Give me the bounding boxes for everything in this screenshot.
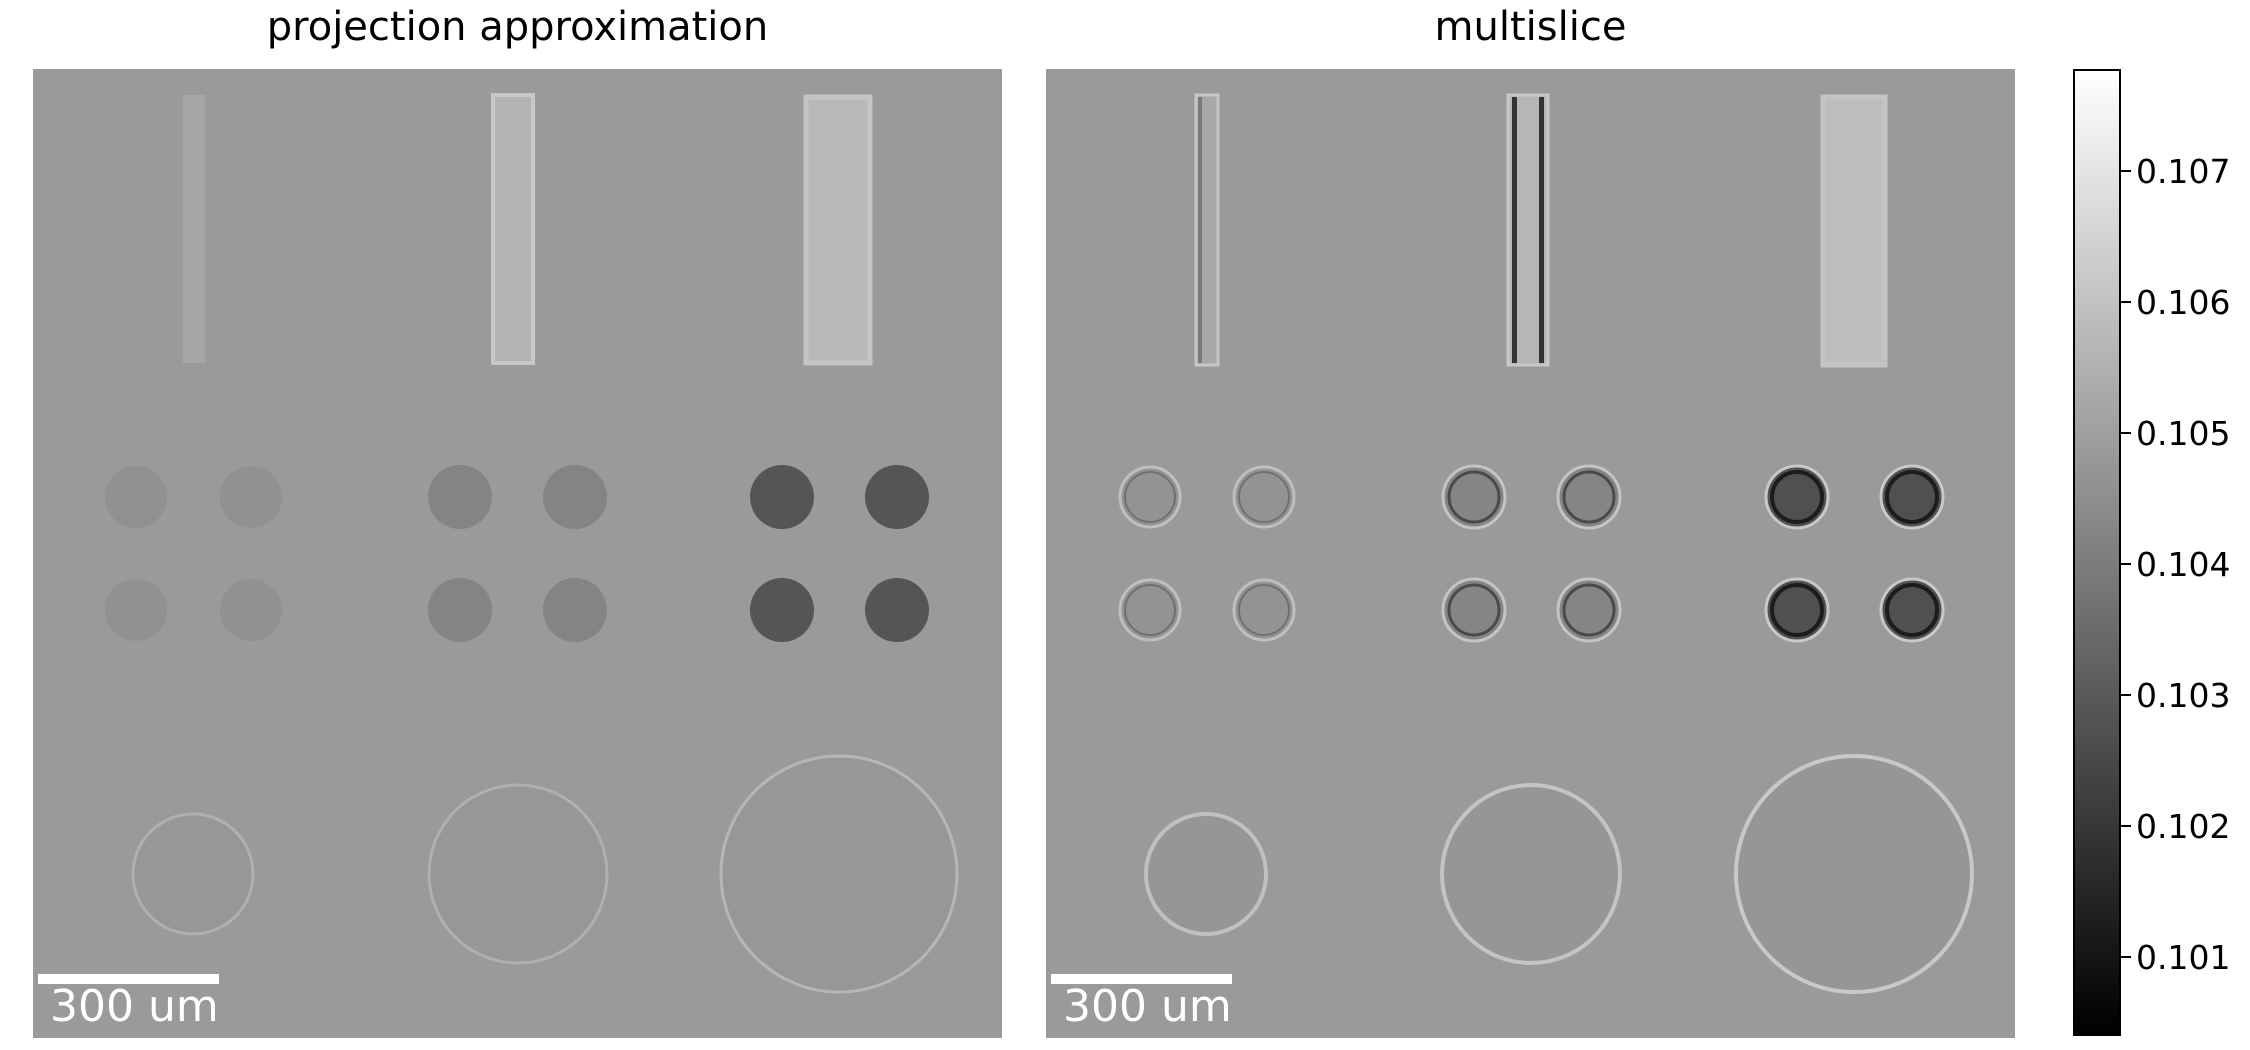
rod-fringe <box>1539 97 1544 363</box>
colorbar-tick-label: 0.102 <box>2136 807 2231 846</box>
large-circle <box>1440 783 1622 965</box>
disc <box>428 465 492 529</box>
large-circle <box>719 754 959 994</box>
disc <box>428 578 492 642</box>
large-circle <box>131 812 255 936</box>
disc <box>1556 464 1622 530</box>
disc <box>543 465 607 529</box>
disc-fringe <box>1124 584 1176 636</box>
colorbar <box>2073 69 2121 1036</box>
disc-fringe <box>1447 470 1501 524</box>
large-circle <box>427 783 609 965</box>
rod-small <box>183 95 205 363</box>
disc <box>1879 464 1945 530</box>
disc <box>1764 577 1830 643</box>
scalebar <box>1051 974 1232 984</box>
disc-fringe <box>1124 471 1176 523</box>
phantom-image <box>105 93 959 994</box>
disc <box>1118 578 1182 642</box>
large-circle <box>1734 754 1974 994</box>
large-circle <box>1144 812 1268 936</box>
panel-title-projection: projection approximation <box>266 4 769 50</box>
disc <box>220 466 282 528</box>
disc <box>1556 577 1622 643</box>
scalebar <box>38 974 219 984</box>
phantom-image <box>1118 93 1974 994</box>
rod-medium <box>491 93 535 365</box>
colorbar-tick <box>2121 563 2131 565</box>
colorbar-tick <box>2121 694 2131 696</box>
scalebar-label: 300 um <box>50 981 219 1032</box>
disc <box>750 465 814 529</box>
disc-fringe <box>1562 583 1616 637</box>
colorbar-tick <box>2121 301 2131 303</box>
colorbar-tick <box>2121 825 2131 827</box>
disc <box>1118 465 1182 529</box>
image-panel-projection: 300 um <box>33 69 1002 1038</box>
rod-large <box>1820 94 1888 368</box>
panel-title-multislice: multislice <box>1434 4 1627 50</box>
colorbar-tick <box>2121 956 2131 958</box>
rod-large <box>803 94 873 366</box>
colorbar-tick-label: 0.101 <box>2136 938 2231 977</box>
disc-fringe <box>1238 471 1290 523</box>
disc <box>105 466 167 528</box>
disc <box>1441 577 1507 643</box>
colorbar-tick-label: 0.104 <box>2136 545 2231 584</box>
colorbar-tick <box>2121 170 2131 172</box>
rod-fringe <box>1198 97 1202 363</box>
disc-fringe <box>1238 584 1290 636</box>
disc-fringe <box>1770 583 1824 637</box>
disc <box>750 578 814 642</box>
disc-fringe <box>1885 583 1939 637</box>
disc <box>105 579 167 641</box>
image-panel-multislice: 300 um <box>1046 69 2015 1038</box>
disc <box>1764 464 1830 530</box>
disc <box>1441 464 1507 530</box>
disc-fringe <box>1885 470 1939 524</box>
disc <box>1232 465 1296 529</box>
disc <box>865 578 929 642</box>
disc <box>865 465 929 529</box>
scalebar-label: 300 um <box>1063 981 1232 1032</box>
colorbar-tick-label: 0.103 <box>2136 676 2231 715</box>
colorbar-tick-label: 0.107 <box>2136 152 2231 191</box>
disc <box>1879 577 1945 643</box>
disc <box>220 579 282 641</box>
rod-fringe <box>1512 97 1517 363</box>
disc-fringe <box>1562 470 1616 524</box>
disc-fringe <box>1447 583 1501 637</box>
colorbar-tick-label: 0.105 <box>2136 414 2231 453</box>
disc <box>543 578 607 642</box>
disc-fringe <box>1770 470 1824 524</box>
colorbar-tick-label: 0.106 <box>2136 283 2231 322</box>
disc <box>1232 578 1296 642</box>
colorbar-tick <box>2121 432 2131 434</box>
